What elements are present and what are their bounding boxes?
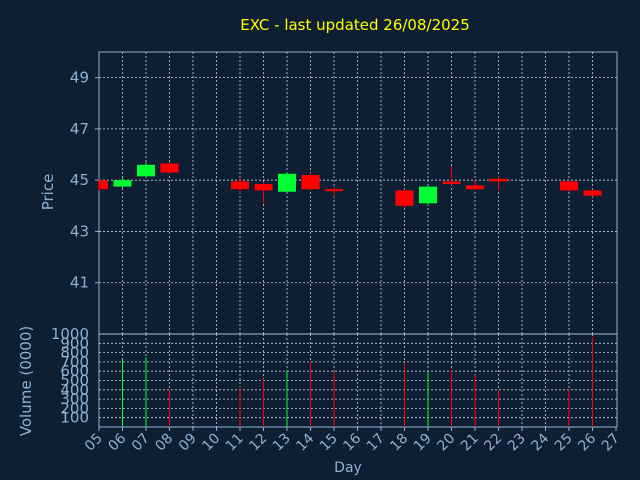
volume-tick-label: 900	[60, 334, 89, 352]
x-tick-label: 26	[575, 430, 599, 454]
price-tick-label: 49	[70, 69, 89, 87]
x-tick-label: 10	[199, 431, 223, 455]
volume-tick-label: 800	[60, 344, 89, 362]
volume-tick-label: 700	[60, 353, 89, 371]
volume-axis-label: Volume (0000)	[17, 326, 35, 436]
candle-body	[560, 181, 578, 191]
x-tick-label: 09	[176, 431, 200, 455]
volume-tick-label: 300	[60, 390, 89, 408]
price-tick-label: 47	[70, 120, 89, 138]
x-tick-label: 20	[434, 431, 458, 455]
price-panel: 41 43 45 47 49	[70, 51, 618, 335]
price-frame	[98, 51, 618, 335]
price-axis-label: Price	[39, 174, 57, 211]
volume-tick-label: 400	[60, 381, 89, 399]
price-tick-label: 41	[70, 274, 89, 292]
x-tick-label: 14	[293, 430, 317, 454]
x-tick-label: 07	[129, 431, 153, 455]
x-tick-label: 19	[411, 431, 435, 455]
x-tick-label: 16	[340, 430, 364, 454]
x-tick-label: 18	[387, 431, 411, 455]
candle-body	[137, 164, 155, 177]
chart-title: EXC - last updated 26/08/2025	[240, 16, 470, 34]
volume-tick-label: 100	[60, 409, 89, 427]
x-tick-label: 24	[528, 430, 552, 454]
x-axis: 05 06 07 08 09 10 11 12 13 14 15 16 17 18 19 20 21 22 23 24…	[82, 427, 623, 454]
price-tick-label: 43	[70, 222, 89, 240]
x-tick-label: 17	[364, 431, 388, 455]
x-tick-label: 06	[105, 430, 129, 454]
x-tick-label: 25	[552, 431, 576, 455]
x-tick-label: 15	[317, 431, 341, 455]
candle-body	[99, 180, 108, 190]
x-tick-label: 05	[82, 431, 106, 455]
x-tick-label: 27	[599, 431, 623, 455]
x-tick-label: 11	[223, 431, 247, 455]
x-tick-label: 08	[152, 431, 176, 455]
candle-body	[489, 178, 508, 182]
price-tick-label: 45	[70, 171, 89, 189]
candle-body	[325, 189, 343, 192]
candle-body	[254, 184, 273, 191]
x-tick-label: 21	[458, 431, 482, 455]
candle-body	[113, 180, 132, 187]
volume-tick-label: 600	[60, 362, 89, 380]
x-tick-label: 23	[505, 431, 529, 455]
volume-tick-label: 1000	[51, 325, 89, 343]
candle-body	[583, 190, 602, 196]
x-tick-label: 22	[481, 431, 505, 455]
x-axis-label: Day	[334, 460, 362, 476]
volume-tick-label: 500	[60, 372, 89, 390]
candle-body	[278, 173, 296, 192]
candle-body	[231, 181, 249, 190]
x-tick-label: 12	[246, 431, 270, 455]
volume-tick-label: 200	[60, 399, 89, 417]
candle-body	[466, 185, 484, 190]
candle-body	[442, 181, 461, 185]
candle-body	[395, 190, 414, 206]
candle-body	[419, 186, 437, 204]
candle-body	[160, 163, 179, 173]
candle-body	[301, 175, 320, 190]
x-tick-label: 13	[270, 431, 294, 455]
